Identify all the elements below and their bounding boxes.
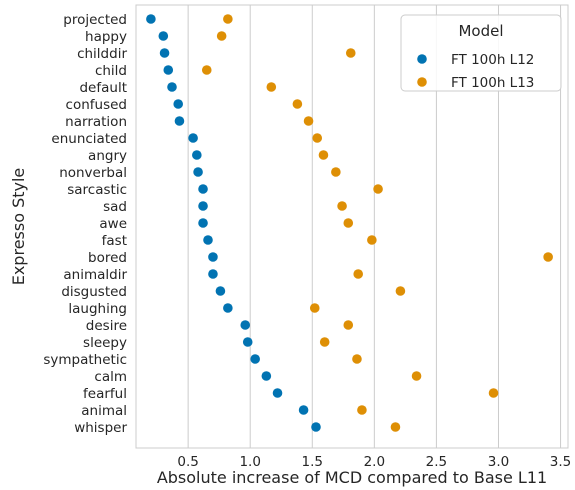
y-tick-label: default	[79, 80, 127, 96]
data-point-series-1	[198, 218, 208, 228]
data-point-series-2	[331, 167, 341, 177]
data-point-series-1	[193, 167, 203, 177]
data-point-series-2	[373, 184, 383, 194]
legend-label: FT 100h L13	[451, 75, 534, 91]
y-tick-label: laughing	[68, 301, 127, 317]
data-point-series-2	[395, 286, 406, 296]
data-point-series-1	[311, 422, 321, 432]
y-tick-label: desire	[86, 318, 127, 334]
legend-marker	[417, 77, 427, 87]
y-tick-label: awe	[99, 216, 127, 232]
legend-label: FT 100h L12	[451, 52, 534, 68]
x-tick-label: 2.0	[364, 454, 385, 470]
data-point-series-1	[146, 14, 156, 24]
data-point-series-1	[240, 320, 251, 330]
legend-title: Model	[458, 22, 503, 40]
data-point-series-2	[390, 422, 401, 432]
y-tick-label: sad	[103, 199, 127, 215]
data-point-series-1	[203, 235, 213, 245]
y-tick-label: animal	[81, 403, 127, 419]
y-tick-label: fearful	[83, 386, 127, 402]
data-point-series-2	[318, 150, 329, 160]
y-tick-label: childdir	[77, 46, 127, 62]
data-point-series-2	[357, 405, 367, 415]
y-tick-label: whisper	[74, 420, 127, 436]
data-point-series-2	[345, 48, 356, 58]
y-tick-label: fast	[102, 233, 127, 249]
data-point-series-1	[242, 337, 253, 347]
data-point-series-2	[343, 320, 354, 330]
data-point-series-2	[353, 269, 364, 279]
y-tick-label: disgusted	[61, 284, 127, 300]
y-tick-labels: projectedhappychilddirchilddefaultconfus…	[43, 12, 127, 436]
x-axis-title: Absolute increase of MCD compared to Bas…	[157, 468, 547, 487]
data-point-series-2	[343, 218, 354, 228]
data-point-series-1	[163, 65, 174, 75]
y-tick-label: sympathetic	[43, 352, 127, 368]
data-point-series-1	[174, 116, 185, 126]
legend-marker	[417, 54, 427, 64]
data-point-series-2	[303, 116, 314, 126]
x-tick-label: 3.5	[550, 454, 571, 470]
plot-frame	[135, 4, 569, 449]
data-point-series-2	[319, 337, 330, 347]
data-point-series-1	[192, 150, 202, 160]
data-point-series-2	[337, 201, 347, 211]
data-point-series-2	[266, 82, 277, 92]
legend-items: FT 100h L12 FT 100h L13	[417, 52, 534, 91]
data-point-series-1	[215, 286, 226, 296]
data-point-series-2	[543, 252, 553, 262]
y-tick-label: child	[95, 63, 127, 79]
x-tick-label: 1.0	[239, 454, 260, 470]
y-tick-label: confused	[66, 97, 127, 113]
data-point-series-2	[201, 65, 212, 75]
data-point-series-2	[411, 371, 422, 381]
data-point-series-1	[208, 269, 218, 279]
x-tick-label: 3.0	[488, 454, 509, 470]
x-tick-labels: 0.5 1.0 1.5 2.0 2.5 3.0 3.5	[177, 454, 571, 470]
y-tick-label: happy	[85, 29, 127, 45]
data-point-series-1	[272, 388, 283, 398]
data-point-series-1	[261, 371, 272, 381]
y-tick-label: projected	[63, 12, 127, 28]
data-point-series-2	[352, 354, 362, 364]
data-point-series-2	[292, 99, 303, 109]
data-point-series-1	[167, 82, 177, 92]
data-point-series-1	[208, 252, 218, 262]
data-point-series-2	[312, 133, 323, 143]
data-point-series-2	[223, 14, 233, 24]
x-tick-label: 0.5	[177, 454, 198, 470]
y-tick-label: animaldir	[63, 267, 127, 283]
y-tick-label: calm	[94, 369, 127, 385]
y-tick-label: narration	[65, 114, 127, 130]
data-point-series-1	[188, 133, 198, 143]
data-point-series-2	[488, 388, 499, 398]
y-axis-title: Expresso Style	[9, 168, 28, 286]
y-tick-label: bored	[88, 250, 127, 266]
data-points	[146, 14, 553, 432]
data-point-series-1	[298, 405, 309, 415]
data-point-series-2	[309, 303, 320, 313]
y-tick-label: sarcastic	[67, 182, 127, 198]
legend: Model FT 100h L12 FT 100h L13	[400, 14, 562, 92]
x-tick-label: 2.5	[426, 454, 447, 470]
data-point-series-2	[367, 235, 377, 245]
data-point-series-1	[250, 354, 260, 364]
data-point-series-1	[223, 303, 233, 313]
data-point-series-1	[198, 184, 208, 194]
data-point-series-1	[173, 99, 184, 109]
data-point-series-1	[159, 48, 170, 58]
data-point-series-2	[216, 31, 227, 41]
data-point-series-1	[198, 201, 208, 211]
y-tick-label: enunciated	[51, 131, 127, 147]
x-tick-label: 1.5	[302, 454, 323, 470]
y-tick-label: angry	[88, 148, 127, 164]
data-point-series-1	[158, 31, 169, 41]
y-tick-label: nonverbal	[59, 165, 127, 181]
legend-box	[400, 14, 562, 92]
y-tick-label: sleepy	[83, 335, 127, 351]
